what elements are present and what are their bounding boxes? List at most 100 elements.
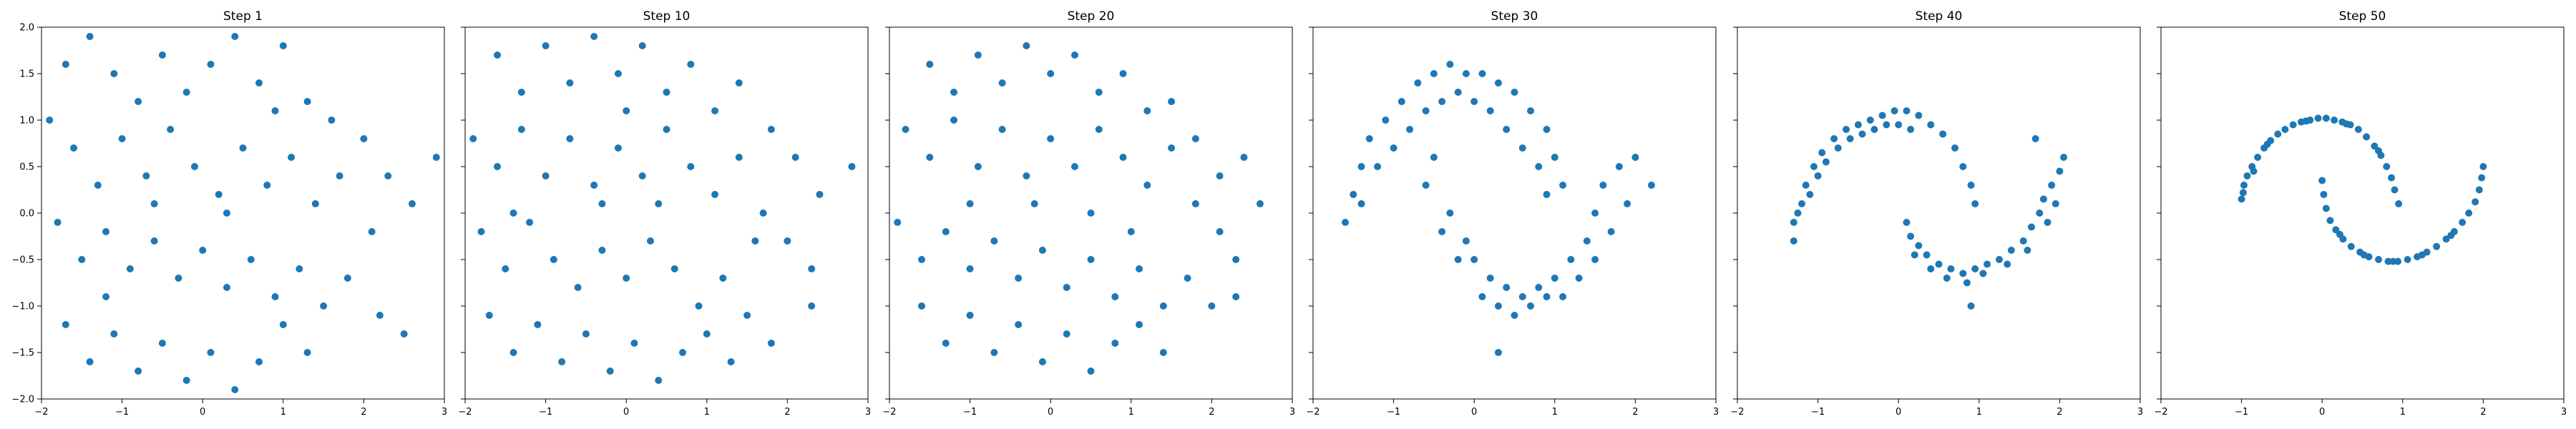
- data-point: [1159, 349, 1167, 356]
- x-tick-label: 0: [200, 407, 205, 418]
- data-point: [360, 135, 368, 142]
- data-point: [695, 302, 703, 310]
- data-point: [542, 172, 550, 179]
- data-point: [1119, 70, 1127, 77]
- data-point: [1350, 191, 1357, 198]
- data-point: [663, 126, 670, 133]
- data-point: [2044, 219, 2051, 226]
- data-point: [2395, 200, 2403, 207]
- data-point: [207, 349, 215, 356]
- data-point: [1446, 209, 1454, 217]
- data-point: [150, 237, 158, 245]
- data-point: [1967, 182, 1975, 189]
- data-point: [1240, 154, 1248, 161]
- data-point: [110, 70, 118, 77]
- data-point: [477, 228, 485, 235]
- data-point: [223, 209, 230, 217]
- data-point: [1047, 70, 1055, 77]
- data-point: [376, 312, 384, 319]
- data-point: [848, 163, 856, 170]
- data-point: [1551, 154, 1558, 161]
- data-point: [974, 163, 982, 170]
- data-point: [502, 265, 509, 272]
- data-point: [1903, 219, 1911, 226]
- data-point: [1615, 163, 1623, 170]
- data-point: [1038, 247, 1046, 254]
- data-point: [1470, 98, 1478, 105]
- subplot-6: Step 50 −2 −1 0 1 2 3: [2154, 9, 2567, 418]
- data-point: [990, 237, 998, 245]
- data-point: [1923, 251, 1931, 259]
- data-point: [1810, 163, 1818, 170]
- x-tick-label: 1: [2400, 407, 2406, 418]
- data-point: [1503, 126, 1511, 133]
- data-point: [558, 358, 566, 365]
- data-point: [2418, 251, 2426, 259]
- data-point: [1915, 242, 1923, 250]
- data-point: [566, 79, 574, 87]
- data-point: [679, 349, 687, 356]
- data-point: [1095, 126, 1103, 133]
- data-point: [62, 321, 69, 328]
- x-tick-label: 2: [784, 407, 790, 418]
- data-point: [271, 293, 279, 300]
- data-point: [534, 321, 542, 328]
- x-tick-label: −2: [458, 407, 472, 418]
- data-point: [2024, 247, 2031, 254]
- data-point: [998, 126, 1006, 133]
- data-point: [2475, 186, 2483, 194]
- data-point: [1390, 144, 1397, 152]
- data-point: [509, 349, 517, 356]
- data-point: [118, 135, 126, 142]
- data-point: [1567, 256, 1575, 263]
- data-point: [2289, 121, 2297, 129]
- subplot-5: Step 40 −2 −1 0 1 2 3: [1730, 9, 2143, 418]
- data-point: [808, 265, 816, 272]
- data-point: [158, 340, 166, 347]
- data-point: [902, 126, 909, 133]
- data-point: [1143, 107, 1151, 114]
- x-tick-label: 3: [441, 407, 447, 418]
- data-point: [998, 79, 1006, 87]
- data-point: [1963, 279, 1971, 287]
- data-point: [1023, 42, 1030, 49]
- data-point: [328, 117, 336, 124]
- data-point: [1430, 154, 1438, 161]
- x-tick-label: 0: [1896, 407, 1901, 418]
- x-tick-label: 1: [704, 407, 710, 418]
- subplot-4: Step 30 −2 −1 0 1 2 3: [1306, 9, 1719, 418]
- data-point: [1015, 321, 1023, 328]
- data-point: [2007, 247, 2015, 254]
- data-point: [2263, 140, 2271, 148]
- data-point: [1790, 237, 1797, 245]
- data-point: [1583, 237, 1591, 245]
- data-point: [1527, 302, 1535, 310]
- data-point: [54, 219, 62, 226]
- data-point: [70, 144, 78, 152]
- data-point: [918, 302, 926, 310]
- data-point: [135, 98, 142, 105]
- data-point: [1794, 209, 1802, 217]
- x-tick-label: 2: [2480, 407, 2486, 418]
- data-point: [1866, 117, 1874, 124]
- data-point: [1967, 302, 1975, 310]
- data-point: [182, 377, 190, 384]
- data-point: [2314, 114, 2322, 122]
- data-point: [687, 61, 695, 68]
- data-point: [2060, 154, 2068, 161]
- data-point: [950, 117, 958, 124]
- subplot-2: Step 10 −2 −1 0 1 2 3: [458, 9, 871, 418]
- data-point: [918, 256, 926, 263]
- data-point: [1168, 98, 1176, 105]
- data-point: [926, 154, 934, 161]
- data-point: [2354, 126, 2362, 133]
- data-point: [1518, 144, 1526, 152]
- x-tick-label: 0: [1048, 407, 1053, 418]
- data-point: [743, 312, 751, 319]
- data-point: [1518, 293, 1526, 300]
- subplot-3: Step 20 −2 −1 0 1 2 3: [882, 9, 1295, 418]
- y-tick-label: 1.5: [19, 69, 34, 80]
- y-tick-label: 2.0: [19, 23, 34, 34]
- data-point: [614, 144, 622, 152]
- data-point: [1907, 126, 1915, 133]
